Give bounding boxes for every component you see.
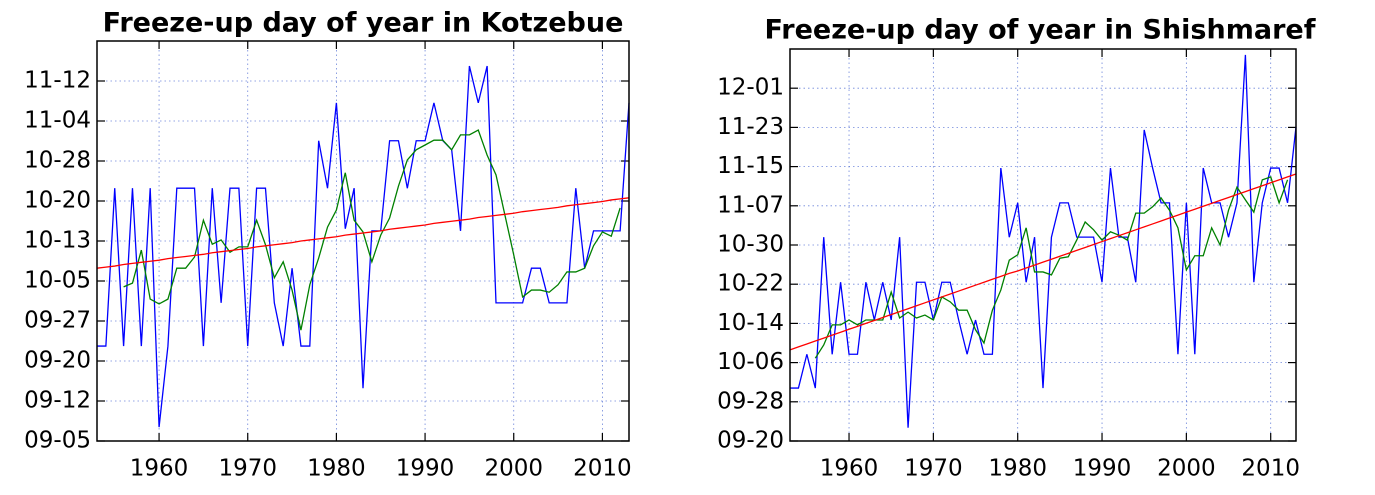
x-tick-label: 2010: [1241, 456, 1300, 482]
y-tick-label: 09-05: [24, 428, 91, 454]
data-line: [97, 65, 630, 428]
x-tick-label: 1980: [307, 456, 366, 482]
subplot: Freeze-up day of year in Kotzebue 09-05 09…: [24, 8, 632, 482]
plot-frame: [789, 48, 1297, 442]
x-tick-label: 1990: [1073, 456, 1132, 482]
y-tick-label: 11-12: [24, 68, 91, 94]
y-tick-label: 09-20: [24, 348, 91, 374]
y-tick-label: 09-27: [24, 308, 91, 334]
y-tick-label: 10-05: [24, 268, 91, 294]
y-tick-label: 10-13: [24, 228, 91, 254]
x-tick-label: 1990: [396, 456, 455, 482]
y-tick-label: 10-28: [24, 148, 91, 174]
data-line: [123, 129, 621, 331]
y-tick-label: 10-22: [717, 271, 784, 297]
data-line: [789, 173, 1297, 351]
x-tick-label: 1970: [218, 456, 277, 482]
x-tick-label: 1960: [820, 456, 879, 482]
x-tick-label: 2000: [484, 456, 543, 482]
y-tick-label: 11-04: [24, 108, 91, 134]
data-line: [814, 176, 1289, 359]
y-tick-label: 09-28: [717, 388, 784, 414]
x-tick-label: 2000: [1157, 456, 1216, 482]
y-tick-label: 10-14: [717, 310, 784, 336]
y-tick-label: 09-20: [717, 428, 784, 454]
plot-frame: [96, 40, 630, 442]
y-tick-label: 10-20: [24, 188, 91, 214]
data-line: [790, 54, 1297, 428]
y-tick-label: 09-12: [24, 388, 91, 414]
x-tick-label: 1970: [904, 456, 963, 482]
subplot: Freeze-up day of year in Shishmaref 09-20…: [717, 15, 1316, 482]
y-tick-label: 11-23: [717, 114, 784, 140]
chart-title: Freeze-up day of year in Kotzebue: [103, 8, 624, 39]
x-tick-label: 1980: [988, 456, 1047, 482]
y-tick-label: 10-06: [717, 349, 784, 375]
y-tick-label: 11-07: [717, 192, 784, 218]
y-tick-label: 11-15: [717, 153, 784, 179]
y-tick-label: 12-01: [717, 75, 784, 101]
chart-title: Freeze-up day of year in Shishmaref: [765, 15, 1316, 46]
data-line: [96, 197, 630, 269]
x-tick-label: 1960: [130, 456, 189, 482]
x-tick-label: 2010: [573, 456, 632, 482]
y-tick-label: 10-30: [717, 232, 784, 258]
